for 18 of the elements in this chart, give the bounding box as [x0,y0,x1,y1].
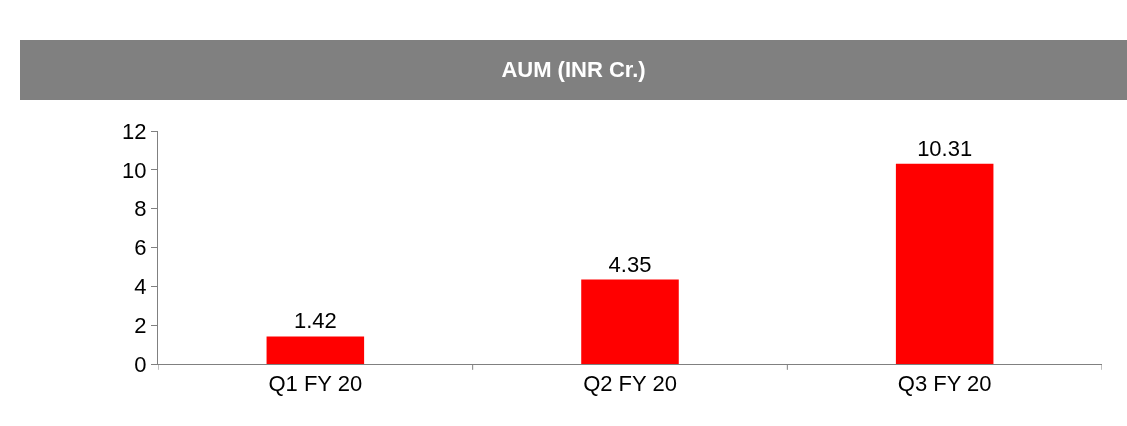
bar [266,336,365,364]
data-label: 1.42 [293,308,337,334]
y-tick-label: 8 [134,196,147,222]
data-label: 10.31 [917,135,973,161]
data-label: 4.35 [608,251,652,277]
x-tick-label: Q3 FY 20 [897,371,992,397]
y-tick-label: 2 [134,312,147,338]
title-banner: AUM (INR Cr.) [20,40,1127,100]
y-tick-label: 6 [134,235,147,261]
x-tick-label: Q2 FY 20 [583,371,677,397]
y-tick-label: 0 [134,351,147,377]
y-tick-label: 10 [122,157,147,183]
bar [581,279,679,364]
y-tick-label: 4 [134,274,147,300]
chart-title: AUM (INR Cr.) [501,57,646,83]
y-tick-label: 12 [122,118,147,144]
bar [895,163,994,364]
x-tick-label: Q1 FY 20 [268,371,363,397]
